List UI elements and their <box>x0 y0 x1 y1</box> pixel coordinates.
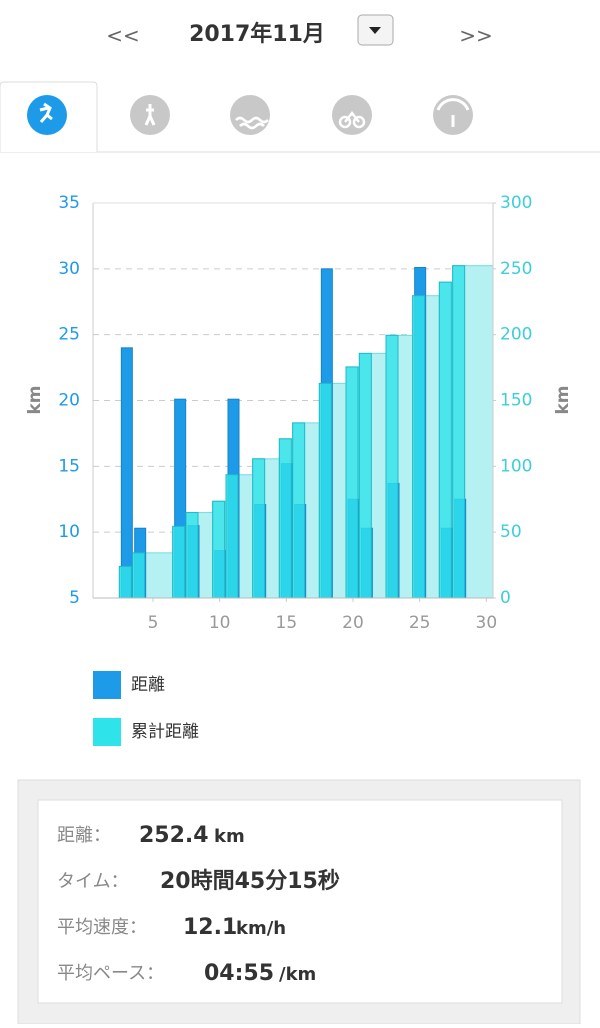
x-tick-label: 5 <box>148 613 159 633</box>
y2-tick-label: 0 <box>500 588 511 608</box>
summary-unit: /km <box>279 964 316 985</box>
cumulative-bar <box>132 552 146 599</box>
cumulative-bar <box>118 565 132 599</box>
y-tick-label: 25 <box>58 325 80 345</box>
cumulative-bar <box>278 438 292 599</box>
cumulative-bar <box>385 334 399 599</box>
y-tick-label: 5 <box>69 588 80 608</box>
y-tick-label: 30 <box>58 259 80 279</box>
y-tick-label: 35 <box>58 193 80 213</box>
cumulative-bar <box>412 295 426 599</box>
summary-label: 平均ペース： <box>57 963 164 984</box>
x-tick-label: 20 <box>342 613 364 633</box>
cumulative-bar <box>172 525 186 599</box>
summary-card <box>37 799 563 1004</box>
dropdown-arrow <box>369 27 381 34</box>
summary-value: 252.4 <box>139 823 209 848</box>
legend-swatch <box>93 718 121 746</box>
cumulative-bar <box>358 352 372 599</box>
y-axis-label: km <box>25 385 45 414</box>
y2-tick-label: 150 <box>500 391 532 411</box>
chart: 5 10 15 20 25 30 35 0 50 100 150 200 250 300 5 10 15 20 25… <box>58 193 532 746</box>
summary-label: タイム： <box>57 871 129 892</box>
cumulative-bar <box>185 512 199 599</box>
walk-figure <box>144 104 156 126</box>
summary-label: 平均速度： <box>57 917 147 938</box>
next-month[interactable]: >> <box>459 24 493 48</box>
cumulative-bar <box>292 422 306 599</box>
cumulative-bar <box>452 265 466 599</box>
month-title: 2017年11月 <box>189 21 325 47</box>
x-tick-label: 10 <box>209 613 231 633</box>
cumulative-bar <box>212 500 226 599</box>
legend-label: 累計距離 <box>131 722 199 742</box>
cumulative-bar <box>252 458 266 599</box>
cumulative-bar <box>318 382 332 599</box>
summary-unit: km <box>214 826 245 847</box>
bike-figure <box>338 110 366 129</box>
y-tick-label: 15 <box>58 456 80 476</box>
y2-tick-label: 50 <box>500 522 522 542</box>
x-tick-label: 15 <box>276 613 298 633</box>
y2-tick-label: 100 <box>500 456 532 476</box>
tab-icon-swim[interactable] <box>230 95 270 135</box>
y2-tick-label: 250 <box>500 259 532 279</box>
run-figure <box>39 102 53 123</box>
legend-swatch <box>93 671 121 699</box>
meter-figure <box>436 98 470 127</box>
y-tick-label: 10 <box>58 522 80 542</box>
cumulative-bar <box>225 474 239 599</box>
x-tick-label: 30 <box>476 613 498 633</box>
legend-label: 距離 <box>131 675 165 695</box>
y2-axis-label: km <box>553 385 573 414</box>
summary-value: 12.1 <box>183 915 237 940</box>
summary-label: 距離： <box>57 825 111 846</box>
summary-value: 04:55 <box>204 961 274 986</box>
prev-month[interactable]: << <box>106 24 140 48</box>
y2-tick-label: 300 <box>500 193 532 213</box>
y2-tick-label: 200 <box>500 325 532 345</box>
summary-unit: km/h <box>236 918 286 939</box>
distance-bar <box>120 347 133 599</box>
x-tick-label: 25 <box>409 613 431 633</box>
cumulative-bar <box>345 366 359 599</box>
swim-figure <box>235 116 269 130</box>
cumulative-bar <box>438 281 452 599</box>
y-tick-label: 20 <box>58 391 80 411</box>
summary-value: 20時間45分15秒 <box>160 869 340 894</box>
